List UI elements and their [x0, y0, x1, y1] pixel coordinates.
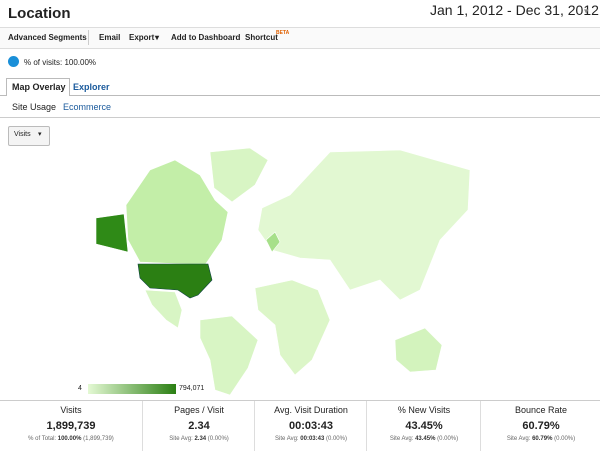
comparison-prefix: Site Avg: — [389, 436, 414, 442]
divider — [0, 117, 600, 118]
metric-value: 00:03:43 — [288, 420, 334, 432]
metric-comparison: Site Avg: 00:03:43 (0.00%) — [255, 436, 367, 442]
legend-min: 4 — [78, 385, 82, 392]
summary-metric: % New Visits 43.45% Site Avg: 43.45% (0.00… — [366, 401, 481, 451]
comparison-prefix: Site Avg: — [169, 436, 193, 442]
uk[interactable] — [265, 231, 281, 253]
subtab[interactable]: Ecommerce — [63, 102, 112, 112]
comparison-value: 60.79% — [532, 436, 553, 442]
comparison-change: (0.00%) — [554, 436, 576, 442]
active-tab[interactable] — [6, 78, 70, 96]
metric-label: Avg. Visit Duration — [274, 405, 348, 415]
page-title: Location — [8, 5, 71, 22]
separator — [88, 30, 89, 45]
tab[interactable]: Explorer — [73, 82, 110, 92]
summary-metric: Pages / Visit 2.34 Site Avg: 2.34 (0.00%) — [142, 401, 255, 451]
metric-label: % New Visits — [397, 405, 451, 415]
date-range[interactable]: Jan 1, 2012 - Dec 31, 2012 — [430, 2, 599, 18]
metric-label: Visits — [60, 405, 82, 415]
comparison-change: (0.00%) — [437, 436, 459, 442]
toolbar-button[interactable]: Advanced Segments — [8, 33, 87, 42]
dropdown-arrow: ▾ — [155, 33, 160, 42]
canada[interactable] — [125, 159, 229, 266]
metric-label: Pages / Visit — [174, 405, 224, 415]
subtab-active[interactable]: Site Usage — [12, 102, 57, 112]
toolbar-button[interactable]: Export — [129, 33, 155, 42]
legend-gradient — [88, 384, 176, 394]
metric-comparison: Site Avg: 43.45% (0.00%) — [367, 436, 481, 442]
comparison-value: 2.34 — [194, 436, 207, 442]
comparison-change: (0.00%) — [325, 436, 347, 442]
mexico[interactable] — [144, 289, 183, 329]
metric-label: Bounce Rate — [514, 405, 568, 415]
eurasia[interactable] — [257, 149, 471, 301]
greenland[interactable] — [209, 147, 269, 203]
metric-value: 43.45% — [405, 420, 443, 432]
toolbar — [0, 27, 600, 49]
metric-label: Visits — [14, 131, 31, 138]
legend-max: 794,071 — [179, 385, 205, 392]
countries — [95, 147, 471, 396]
toolbar-button[interactable]: Shortcut — [245, 33, 278, 42]
comparison-value: 00:03:43 — [300, 436, 325, 442]
comparison-value: 43.45% — [415, 436, 436, 442]
summary-metric: Avg. Visit Duration 00:03:43 Site Avg: 00:… — [254, 401, 367, 451]
metric-comparison: Site Avg: 60.79% (0.00%) — [481, 436, 600, 442]
summary-metric: Bounce Rate 60.79% Site Avg: 60.79% (0.00%… — [480, 401, 600, 451]
metric-comparison: Site Avg: 2.34 (0.00%) — [143, 436, 255, 442]
metric-value: 2.34 — [188, 420, 210, 432]
segment-icon — [8, 56, 19, 67]
comparison-prefix: % of Total: — [28, 436, 57, 442]
beta-badge: BETA — [276, 30, 290, 36]
africa[interactable] — [254, 279, 331, 376]
comparison-prefix: Site Avg: — [506, 436, 531, 442]
toolbar-button[interactable]: Add to Dashboard — [171, 33, 241, 42]
comparison-change: (0.00%) — [207, 436, 229, 442]
comparison-change: (1,899,739) — [83, 436, 114, 442]
south-america[interactable] — [199, 315, 259, 396]
metric-value: 1,899,739 — [46, 420, 96, 432]
summary-top-border — [0, 400, 600, 401]
segment-label: % of visits: 100.00% — [24, 58, 97, 67]
metric-dropdown[interactable] — [8, 126, 50, 146]
world-map — [95, 147, 471, 396]
dropdown-arrow: ▾ — [38, 131, 42, 138]
date-dropdown-arrow[interactable]: ▾ — [584, 6, 589, 16]
tab-line — [0, 95, 600, 96]
comparison-value: 100.00% — [57, 436, 82, 442]
metric-comparison: % of Total: 100.00% (1,899,739) — [0, 436, 142, 442]
alaska[interactable] — [95, 213, 129, 253]
metric-value: 60.79% — [522, 420, 560, 432]
toolbar-button[interactable]: Email — [99, 33, 121, 42]
usa[interactable] — [137, 263, 213, 299]
australia[interactable] — [394, 327, 443, 373]
summary-metric: Visits 1,899,739 % of Total: 100.00% (1,89… — [0, 401, 142, 451]
comparison-prefix: Site Avg: — [275, 436, 299, 442]
tab-label: Map Overlay — [12, 82, 66, 92]
